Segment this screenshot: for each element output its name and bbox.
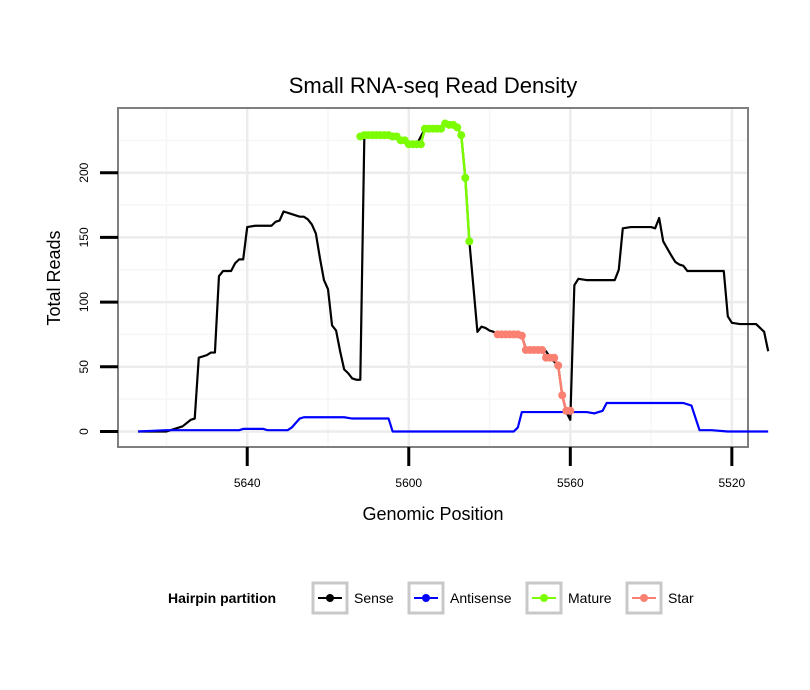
- series-layer: [138, 119, 770, 433]
- series-star-point: [517, 331, 526, 340]
- series-star-point: [554, 361, 563, 370]
- legend-label-mature: Mature: [568, 590, 612, 606]
- legend-key-point: [326, 594, 334, 602]
- chart-title: Small RNA-seq Read Density: [289, 73, 578, 98]
- series-star-point: [550, 353, 559, 362]
- legend-key-mature: [525, 581, 563, 615]
- y-tick-label: 150: [77, 227, 91, 247]
- grid-major: [118, 108, 748, 447]
- series-antisense-line: [138, 401, 769, 433]
- series-star-point: [566, 406, 575, 415]
- legend-key-antisense: [407, 581, 445, 615]
- x-axis-title: Genomic Position: [362, 504, 503, 524]
- y-tick-label: 50: [77, 360, 91, 374]
- x-tick-label: 5560: [557, 476, 584, 490]
- panel-border: [117, 107, 749, 448]
- legend-title: Hairpin partition: [168, 590, 276, 606]
- y-tick-label: 100: [77, 292, 91, 312]
- legend-key-point: [640, 594, 648, 602]
- series-mature-point: [453, 123, 462, 132]
- legend-label-antisense: Antisense: [450, 590, 512, 606]
- series-star-point: [538, 345, 547, 354]
- legend-label-sense: Sense: [354, 590, 394, 606]
- series-star-point: [558, 391, 567, 400]
- y-tick-label: 200: [77, 162, 91, 182]
- tick-labels: 5640 5600 5560 5520 0 50 100 150 200: [77, 162, 746, 490]
- series-sense-line: [138, 122, 770, 433]
- axis-ticks: [100, 171, 734, 466]
- series-mature-point: [457, 131, 466, 140]
- legend-key-point: [540, 594, 548, 602]
- y-axis-title: Total Reads: [44, 230, 64, 325]
- legend-key-sense: [311, 581, 349, 615]
- y-tick-label: 0: [77, 428, 91, 435]
- series-mature-point: [416, 140, 425, 149]
- series-mature-point: [465, 237, 474, 246]
- x-tick-label: 5600: [395, 476, 422, 490]
- x-tick-label: 5520: [718, 476, 745, 490]
- x-tick-label: 5640: [234, 476, 261, 490]
- series-mature-point: [461, 173, 470, 182]
- legend-key-star: [625, 581, 663, 615]
- legend-label-star: Star: [668, 590, 694, 606]
- legend-key-point: [422, 594, 430, 602]
- legend: Hairpin partition Sense Antisense Mature St…: [168, 581, 694, 615]
- grid-minor: [118, 108, 748, 447]
